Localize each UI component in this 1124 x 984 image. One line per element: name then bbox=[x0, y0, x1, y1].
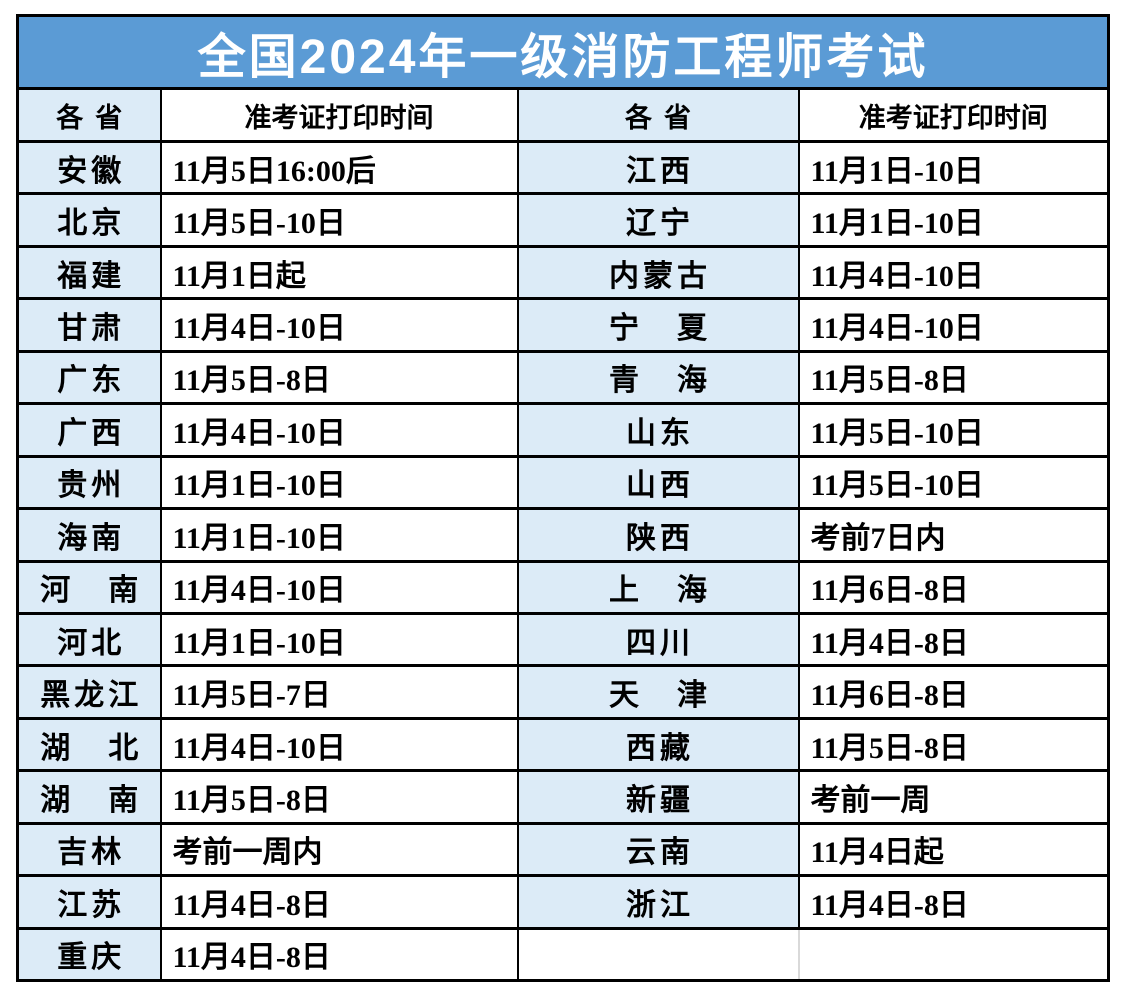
table-row: 福建 11月1日起 内蒙古 11月4日-10日 bbox=[16, 244, 1110, 301]
province-cell: 福建 bbox=[16, 244, 162, 301]
province-cell: 山东 bbox=[516, 402, 800, 458]
table-row: 湖 北 11月4日-10日 西藏 11月5日-8日 bbox=[16, 716, 1110, 773]
province-cell: 重庆 bbox=[16, 926, 162, 983]
time-cell: 11月4日-10日 bbox=[797, 297, 1110, 353]
time-cell: 11月1日-10日 bbox=[159, 611, 519, 668]
table-row: 海南 11月1日-10日 陕西 考前7日内 bbox=[16, 507, 1110, 563]
province-cell: 黑龙江 bbox=[16, 664, 162, 720]
table-row: 安徽 11月5日16:00后 江西 11月1日-10日 bbox=[16, 139, 1110, 196]
table-row: 江苏 11月4日-8日 浙江 11月4日-8日 bbox=[16, 874, 1110, 930]
time-cell: 11月6日-8日 bbox=[797, 559, 1110, 615]
province-cell: 宁 夏 bbox=[516, 297, 800, 353]
time-cell: 11月4日-8日 bbox=[159, 926, 519, 983]
time-cell: 11月1日起 bbox=[159, 244, 519, 301]
province-cell: 江西 bbox=[516, 139, 800, 196]
header-time-left: 准考证打印时间 bbox=[159, 87, 519, 143]
province-cell: 陕西 bbox=[516, 507, 800, 563]
province-cell: 湖 北 bbox=[16, 716, 162, 773]
time-cell: 11月4日-10日 bbox=[159, 297, 519, 353]
time-cell: 11月4日-10日 bbox=[797, 244, 1110, 301]
time-cell: 考前一周 bbox=[797, 769, 1110, 825]
table-row: 吉林 考前一周内 云南 11月4日起 bbox=[16, 821, 1110, 878]
exam-schedule-table: 全国2024年一级消防工程师考试 各省 准考证打印时间 各省 准考证打印时间 安… bbox=[16, 14, 1111, 983]
province-cell: 广西 bbox=[16, 402, 162, 458]
time-cell: 11月1日-10日 bbox=[797, 139, 1110, 196]
time-cell: 11月4日-8日 bbox=[797, 874, 1110, 930]
table-row: 河 南 11月4日-10日 上 海 11月6日-8日 bbox=[16, 559, 1110, 615]
time-cell: 11月5日-10日 bbox=[159, 192, 519, 248]
header-row: 各省 准考证打印时间 各省 准考证打印时间 bbox=[16, 87, 1110, 143]
time-cell: 11月5日-10日 bbox=[797, 454, 1110, 511]
page-title: 全国2024年一级消防工程师考试 bbox=[16, 14, 1110, 90]
province-cell: 江苏 bbox=[16, 874, 162, 930]
title-row: 全国2024年一级消防工程师考试 bbox=[16, 14, 1110, 90]
province-cell: 广东 bbox=[16, 349, 162, 406]
table-row: 甘肃 11月4日-10日 宁 夏 11月4日-10日 bbox=[16, 297, 1110, 353]
province-cell: 海南 bbox=[16, 507, 162, 563]
table-row: 黑龙江 11月5日-7日 天 津 11月6日-8日 bbox=[16, 664, 1110, 720]
header-time-right: 准考证打印时间 bbox=[797, 87, 1110, 143]
time-cell: 11月5日-8日 bbox=[797, 349, 1110, 406]
province-cell: 安徽 bbox=[16, 139, 162, 196]
time-cell: 11月5日-8日 bbox=[159, 769, 519, 825]
province-cell: 贵州 bbox=[16, 454, 162, 511]
header-province-left: 各省 bbox=[16, 87, 162, 143]
province-cell: 河 南 bbox=[16, 559, 162, 615]
time-cell: 11月4日-8日 bbox=[159, 874, 519, 930]
province-cell: 天 津 bbox=[516, 664, 800, 720]
province-cell-empty bbox=[516, 926, 800, 983]
table-row: 广西 11月4日-10日 山东 11月5日-10日 bbox=[16, 402, 1110, 458]
time-cell: 11月4日-10日 bbox=[159, 716, 519, 773]
table-row: 北京 11月5日-10日 辽宁 11月1日-10日 bbox=[16, 192, 1110, 248]
time-cell: 11月1日-10日 bbox=[797, 192, 1110, 248]
province-cell: 吉林 bbox=[16, 821, 162, 878]
time-cell: 11月5日-8日 bbox=[159, 349, 519, 406]
province-cell: 浙江 bbox=[516, 874, 800, 930]
time-cell: 11月4日-8日 bbox=[797, 611, 1110, 668]
time-cell: 11月4日-10日 bbox=[159, 402, 519, 458]
table-row: 重庆 11月4日-8日 bbox=[16, 926, 1110, 983]
province-cell: 新疆 bbox=[516, 769, 800, 825]
province-cell: 甘肃 bbox=[16, 297, 162, 353]
province-cell: 青 海 bbox=[516, 349, 800, 406]
table-row: 贵州 11月1日-10日 山西 11月5日-10日 bbox=[16, 454, 1110, 511]
province-cell: 北京 bbox=[16, 192, 162, 248]
province-cell: 内蒙古 bbox=[516, 244, 800, 301]
province-cell: 山西 bbox=[516, 454, 800, 511]
time-cell: 11月1日-10日 bbox=[159, 507, 519, 563]
time-cell: 考前一周内 bbox=[159, 821, 519, 878]
province-cell: 西藏 bbox=[516, 716, 800, 773]
time-cell: 11月5日16:00后 bbox=[159, 139, 519, 196]
time-cell: 11月1日-10日 bbox=[159, 454, 519, 511]
time-cell: 11月5日-7日 bbox=[159, 664, 519, 720]
time-cell: 11月5日-10日 bbox=[797, 402, 1110, 458]
province-cell: 四川 bbox=[516, 611, 800, 668]
time-cell: 11月4日-10日 bbox=[159, 559, 519, 615]
province-cell: 河北 bbox=[16, 611, 162, 668]
province-cell: 辽宁 bbox=[516, 192, 800, 248]
time-cell: 11月4日起 bbox=[797, 821, 1110, 878]
time-cell: 考前7日内 bbox=[797, 507, 1110, 563]
header-province-right: 各省 bbox=[516, 87, 800, 143]
table-row: 河北 11月1日-10日 四川 11月4日-8日 bbox=[16, 611, 1110, 668]
table-row: 湖 南 11月5日-8日 新疆 考前一周 bbox=[16, 769, 1110, 825]
time-cell: 11月6日-8日 bbox=[797, 664, 1110, 720]
time-cell-empty bbox=[797, 926, 1110, 983]
table-row: 广东 11月5日-8日 青 海 11月5日-8日 bbox=[16, 349, 1110, 406]
province-cell: 上 海 bbox=[516, 559, 800, 615]
province-cell: 湖 南 bbox=[16, 769, 162, 825]
time-cell: 11月5日-8日 bbox=[797, 716, 1110, 773]
province-cell: 云南 bbox=[516, 821, 800, 878]
